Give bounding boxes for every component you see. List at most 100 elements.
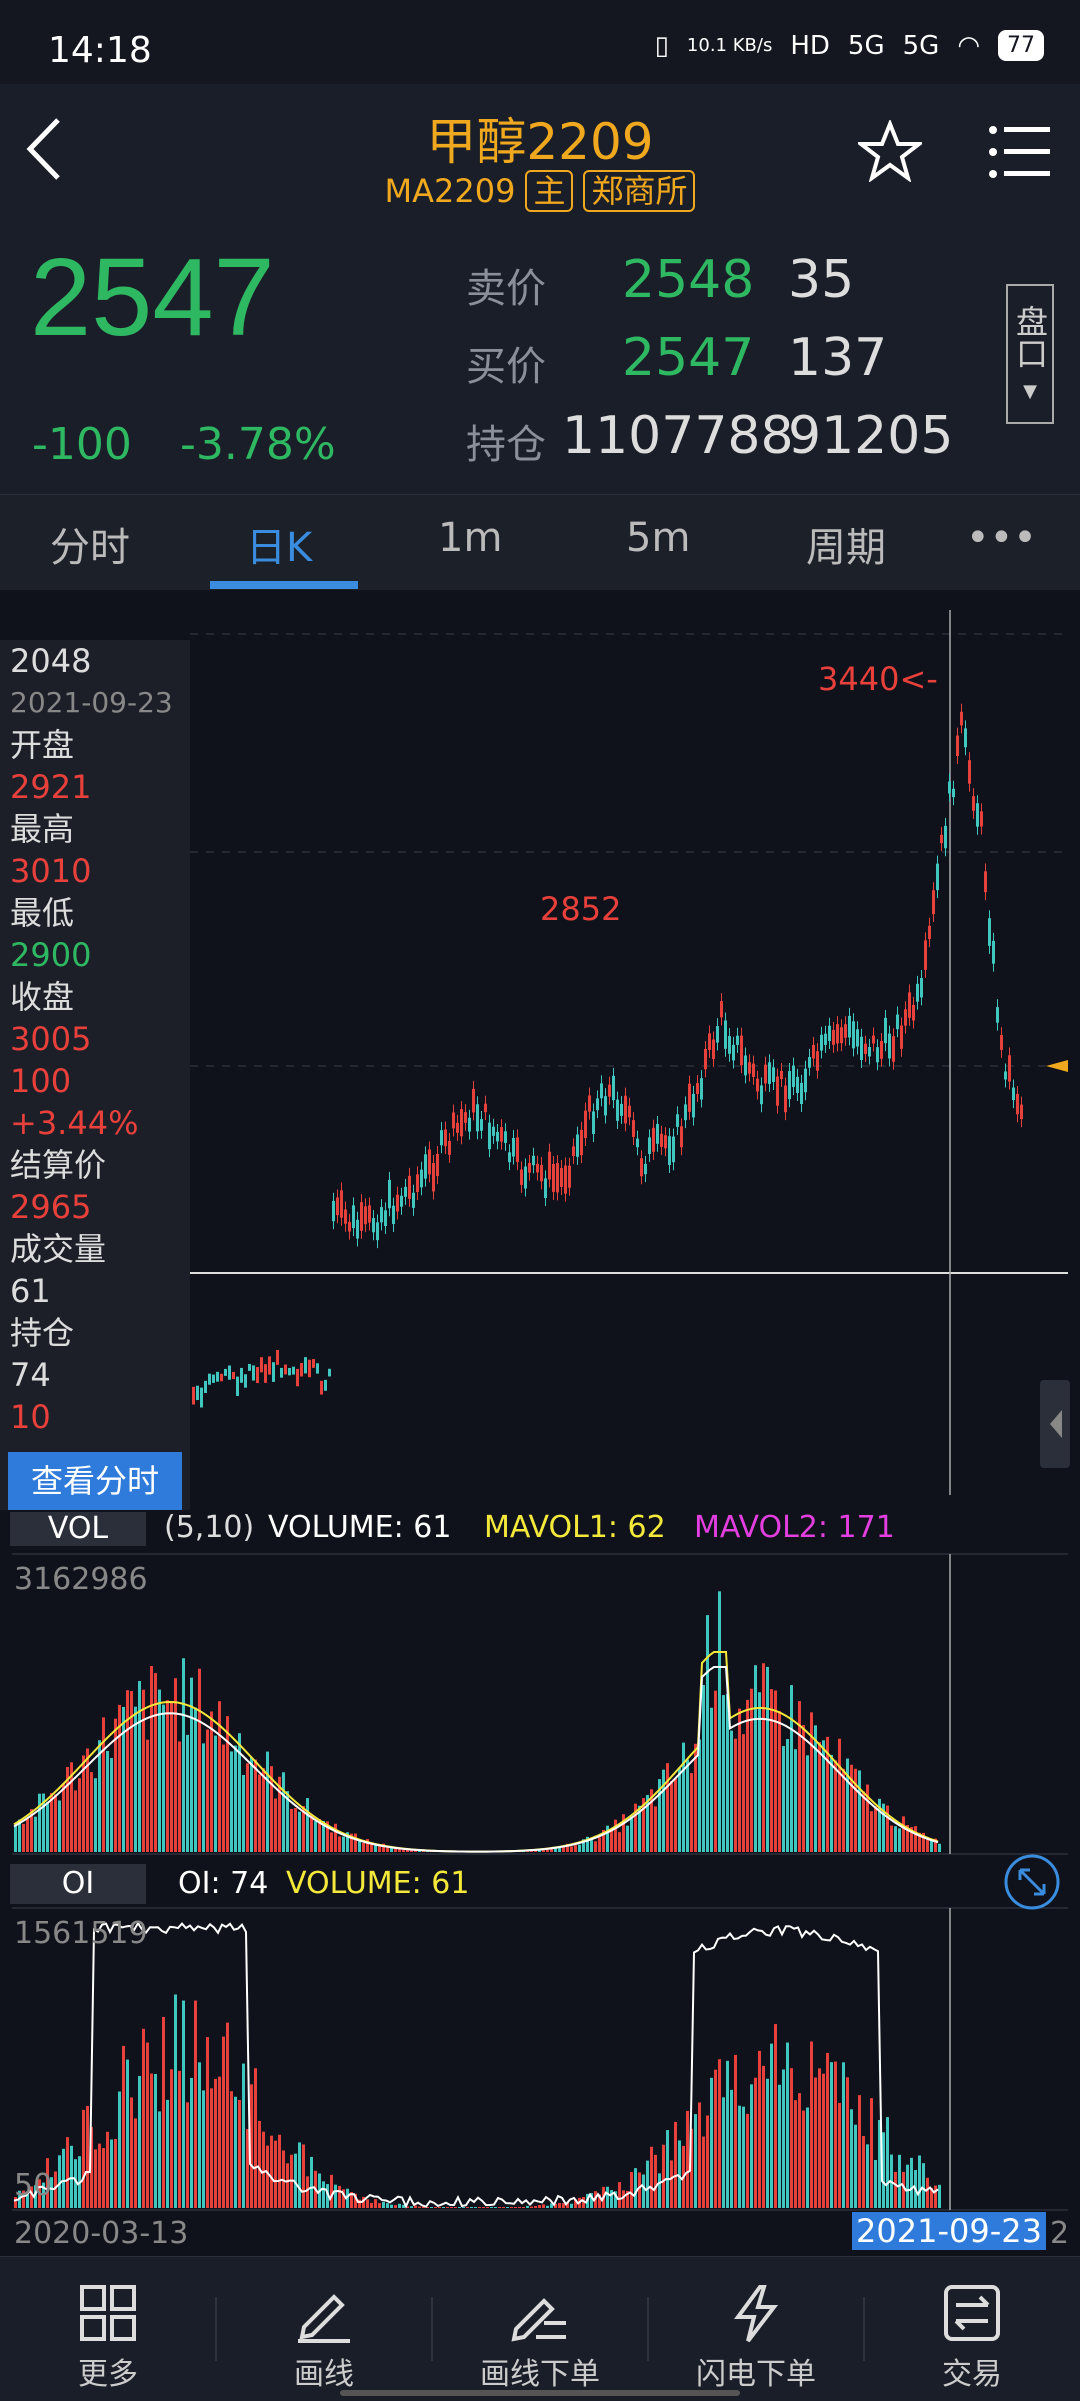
volume-bar: [550, 1847, 553, 1852]
low-label: 最低: [10, 894, 75, 932]
nav-more[interactable]: 更多: [0, 2257, 216, 2401]
volume-bar: [18, 1819, 21, 1852]
volume-bar: [226, 1716, 229, 1852]
volume-bar: [910, 1827, 913, 1852]
oi-indicator-tab[interactable]: OI: [10, 1864, 146, 1904]
oi-volume-bar: [438, 2207, 441, 2208]
candle-body: [280, 1367, 283, 1378]
oi-volume-bar: [546, 2205, 549, 2208]
divider: [647, 2297, 649, 2361]
volume-bar: [794, 1749, 797, 1852]
oi-volume-bar: [410, 2206, 413, 2208]
volume-bar: [258, 1774, 261, 1852]
oi-volume-bar: [878, 2119, 881, 2208]
candle-body: [988, 918, 991, 946]
oi-volume-bar: [938, 2184, 941, 2208]
volume-bar: [346, 1832, 349, 1852]
exchange-icon: [944, 2285, 1000, 2341]
more-tabs-button[interactable]: •••: [966, 515, 1037, 561]
oi-volume-bar: [782, 2069, 785, 2208]
order-book-toggle[interactable]: 盘口 ▼: [1006, 284, 1054, 424]
oi-volume-bars: [14, 1994, 941, 2208]
oi-label: 持仓: [10, 1314, 75, 1352]
volume-bar: [302, 1806, 305, 1852]
vol-indicator-tab[interactable]: VOL: [10, 1512, 146, 1546]
candle-body: [1020, 1104, 1023, 1120]
tab-5m[interactable]: 5m: [626, 515, 691, 561]
tab-daily-k[interactable]: 日K: [246, 525, 313, 571]
nav-trade-label: 交易: [942, 2357, 1002, 2392]
nav-flash-order[interactable]: 闪电下单: [648, 2257, 864, 2401]
volume-bar: [818, 1742, 821, 1852]
oi-volume-bar: [710, 2077, 713, 2208]
volume-bar: [94, 1778, 97, 1852]
volume-bar: [414, 1849, 417, 1852]
volume-bar: [178, 1741, 181, 1852]
candle-body: [260, 1357, 263, 1373]
candle-body: [872, 1035, 875, 1044]
candle-body: [196, 1385, 199, 1401]
candle-body: [328, 1368, 331, 1377]
oi-volume-bar: [694, 2114, 697, 2208]
volume-bar: [198, 1668, 201, 1852]
oi-volume-bar: [358, 2199, 361, 2208]
volume-bar: [806, 1755, 809, 1852]
signal-icon: 5G: [847, 30, 885, 61]
oi-volume-bar: [590, 2193, 593, 2208]
oi-volume-bar: [222, 2036, 225, 2208]
back-button[interactable]: [20, 114, 80, 184]
oi-volume-bar: [46, 2158, 49, 2208]
volume-bar: [770, 1689, 773, 1852]
view-intraday-button[interactable]: 查看分时: [8, 1452, 182, 1510]
oi-volume-bar: [454, 2207, 457, 2208]
nav-draw-line[interactable]: 画线: [216, 2257, 432, 2401]
oi-volume-bar: [278, 2134, 281, 2208]
volume-bar: [110, 1758, 113, 1852]
menu-button[interactable]: [988, 124, 1052, 184]
oi-volume-bar: [258, 2120, 261, 2208]
oi-volume-bar: [170, 2069, 173, 2208]
candle-body: [444, 1129, 447, 1147]
candle-body: [548, 1151, 551, 1180]
volume-bar: [666, 1763, 669, 1852]
oi-volume-bar: [850, 2109, 853, 2208]
vibrate-icon: ▯: [654, 30, 669, 61]
volume-bar: [334, 1823, 337, 1852]
nav-draw-order[interactable]: 画线下单: [432, 2257, 648, 2401]
volume-bar: [582, 1839, 585, 1852]
volume-bar: [762, 1663, 765, 1852]
volume-bar: [86, 1748, 89, 1852]
volume-bar: [918, 1832, 921, 1852]
volume-bar: [534, 1850, 537, 1852]
oi-volume-bar: [642, 2174, 645, 2208]
candle-body: [652, 1127, 655, 1152]
oi-volume-bar: [346, 2188, 349, 2208]
oi-volume-bar: [582, 2196, 585, 2208]
volume-bar: [654, 1806, 657, 1852]
tab-1m[interactable]: 1m: [438, 515, 503, 561]
oi-volume-bar: [86, 2105, 89, 2208]
candle-body: [360, 1202, 363, 1231]
oi-volume-bar: [826, 2052, 829, 2208]
volume-bar: [870, 1811, 873, 1852]
tab-period[interactable]: 周期: [806, 525, 886, 571]
oi-volume-bar: [26, 2191, 29, 2208]
oi-volume-bar: [54, 2171, 57, 2208]
volume-bar: [26, 1818, 29, 1852]
bid-price: 2547: [622, 328, 755, 388]
volume-bar: [262, 1768, 265, 1852]
nav-flash-order-label: 闪电下单: [696, 2357, 816, 2392]
volume-bar: [134, 1706, 137, 1852]
candle-body: [500, 1127, 503, 1142]
candle-body: [348, 1221, 351, 1232]
tab-intraday[interactable]: 分时: [50, 525, 130, 571]
candle-body: [704, 1048, 707, 1070]
volume-bar: [214, 1735, 217, 1852]
candle-body: [244, 1374, 247, 1388]
volume-bar: [338, 1836, 341, 1852]
expand-icon[interactable]: [1004, 1854, 1060, 1910]
favorite-button[interactable]: [855, 118, 925, 186]
nav-trade[interactable]: 交易: [864, 2257, 1080, 2401]
candle-body: [320, 1380, 323, 1395]
candle-body: [748, 1062, 751, 1074]
